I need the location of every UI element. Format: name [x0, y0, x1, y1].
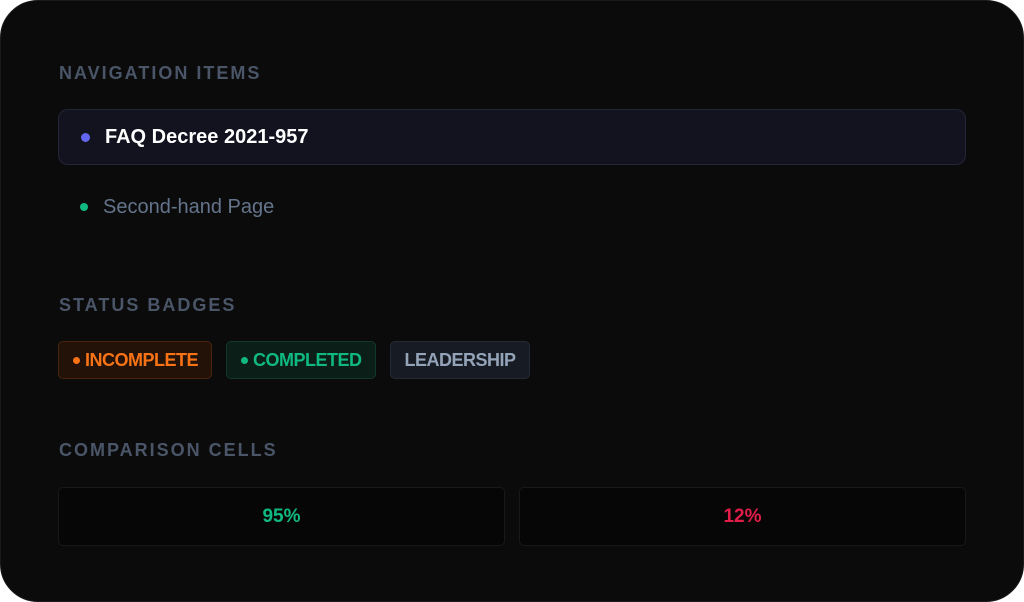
- status-badge-incomplete: INCOMPLETE: [58, 341, 213, 379]
- status-section-title: STATUS BADGES: [59, 295, 237, 315]
- navigation-section-title: NAVIGATION ITEMS: [59, 63, 262, 83]
- dot-icon: [241, 356, 249, 364]
- status-badges: INCOMPLETE COMPLETED LEADERSHIP: [58, 341, 530, 379]
- status-badge-leadership: LEADERSHIP: [389, 341, 530, 379]
- comparison-cell-left: 95%: [58, 487, 505, 546]
- active-dot-icon: [81, 132, 90, 142]
- nav-item-label: Second-hand Page: [103, 195, 275, 218]
- status-dot-icon: [80, 203, 88, 211]
- nav-item-second-hand-page[interactable]: Second-hand Page: [58, 179, 966, 235]
- status-badge-completed: COMPLETED: [226, 341, 376, 379]
- dot-icon: [73, 356, 80, 364]
- comparison-section-title: COMPARISON CELLS: [59, 440, 278, 460]
- comparison-cell-right: 12%: [519, 487, 966, 546]
- nav-item-label: FAQ Decree 2021-957: [105, 125, 309, 148]
- nav-item-faq-decree[interactable]: FAQ Decree 2021-957: [58, 109, 966, 165]
- badge-label: COMPLETED: [253, 349, 362, 370]
- comparison-cells: 95% 12%: [58, 487, 966, 546]
- badge-label: INCOMPLETE: [85, 349, 199, 370]
- badge-label: LEADERSHIP: [404, 349, 517, 370]
